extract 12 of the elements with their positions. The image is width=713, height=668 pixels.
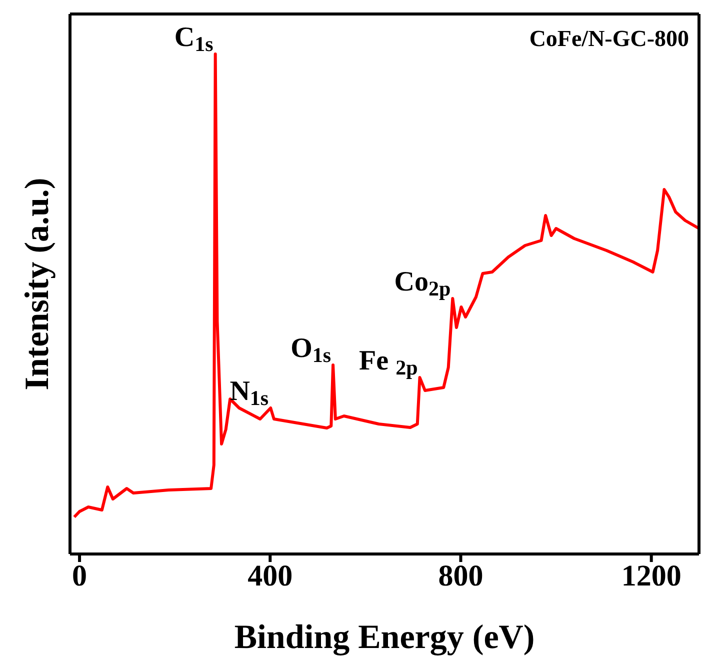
annotation: O$_{1s}$ (290, 333, 332, 368)
chart-title: CoFe/N-GC-800 (529, 26, 689, 52)
x-tick-label: 0 (72, 559, 88, 592)
x-tick-label: 800 (438, 559, 484, 592)
x-tick-label: 1200 (621, 559, 682, 592)
annotation: Co$_{2p}$ (394, 266, 451, 301)
annotation: Fe $_{2p}$ (359, 346, 418, 380)
annotation: N$_{1s}$ (230, 376, 269, 410)
annotation: C$_{1s}$ (174, 22, 214, 56)
x-tick-label: 400 (248, 559, 293, 592)
x-axis-title: Binding Energy (eV) (234, 619, 535, 656)
y-axis-title: Intensity (a.u.) (19, 178, 56, 390)
